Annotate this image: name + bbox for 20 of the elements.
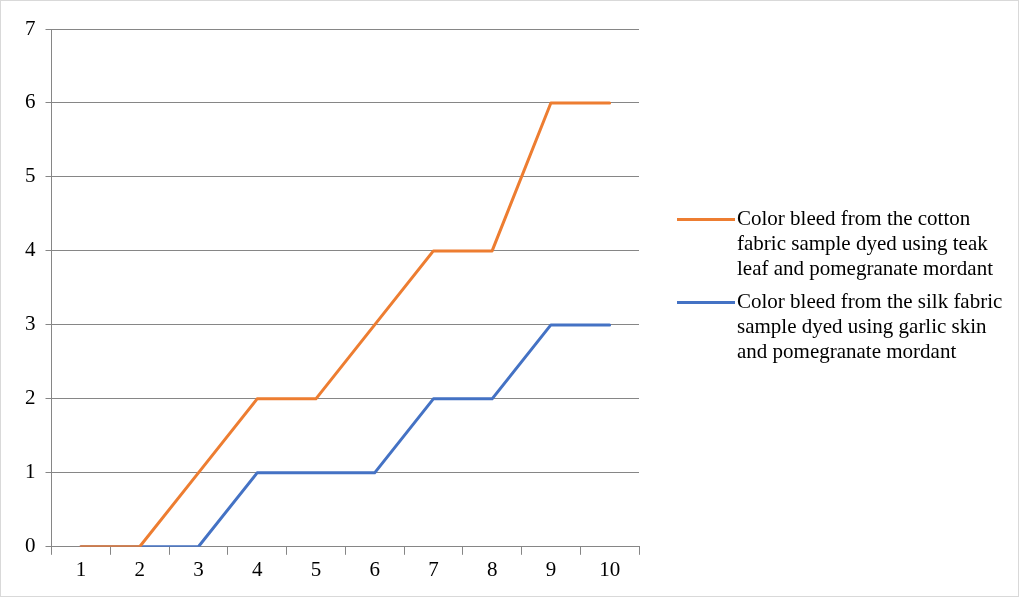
y-tick-label: 5 [25,163,36,188]
x-tick-label: 5 [310,556,322,581]
x-tick-label: 2 [134,556,145,581]
x-tick-label: 4 [251,556,263,581]
y-tick-label: 6 [25,89,36,114]
x-tick-label: 7 [428,556,439,581]
y-tick-label: 3 [25,311,36,336]
x-tick-label: 9 [545,556,557,581]
y-tick-label: 4 [25,237,36,262]
x-tick-label: 6 [369,556,380,581]
y-tick-label: 0 [25,533,36,558]
legend-label: Color bleed from the cotton fabric sample dyed using teak leaf and pomegranate mordant [737,206,994,281]
y-tick-label: 1 [25,459,36,484]
legend-label: Color bleed from the silk fabric sample dyed using garlic skin and pomegranate mordant [737,289,1004,364]
x-tick-label: 8 [486,556,498,581]
x-tick-label: 1 [75,556,87,581]
x-tick-label: 10 [599,556,621,581]
y-tick-label: 7 [25,15,36,40]
x-tick-label: 3 [193,556,204,581]
y-tick-label: 2 [25,385,36,410]
